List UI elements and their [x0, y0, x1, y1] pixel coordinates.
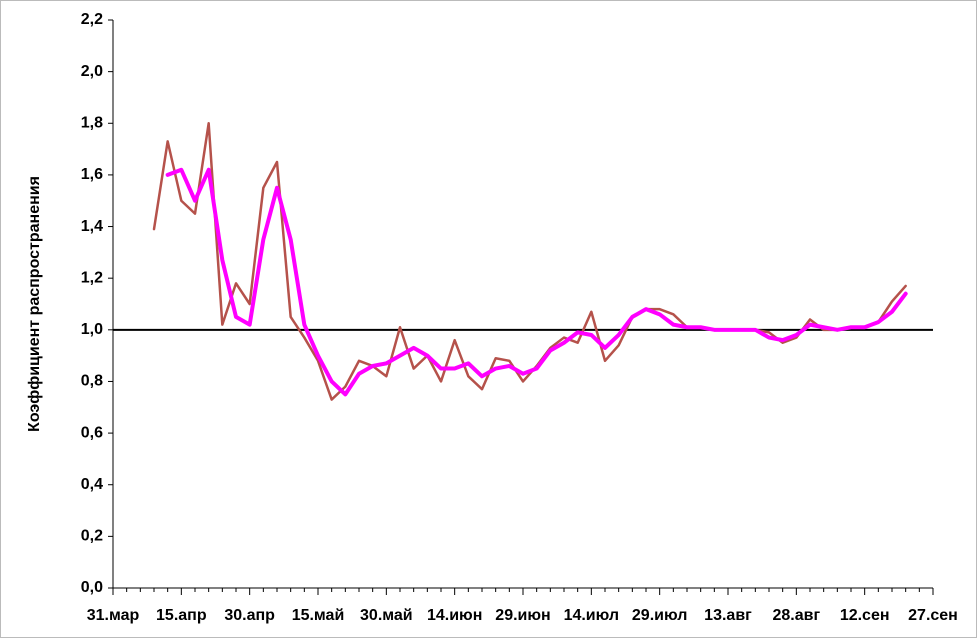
y-tick-label: 0,8: [81, 373, 103, 390]
x-tick-label: 30.апр: [224, 607, 275, 624]
x-tick-label: 27.сен: [908, 607, 958, 624]
x-tick-label: 31.мар: [87, 607, 140, 624]
y-tick-label: 1,6: [81, 166, 103, 183]
y-axis-label: Коэффициент распространения: [26, 176, 43, 432]
x-tick-label: 29.июн: [495, 607, 550, 624]
x-tick-label: 15.май: [292, 607, 345, 624]
y-tick-label: 0,6: [81, 424, 103, 441]
series-line: [165, 167, 908, 397]
y-tick-label: 1,4: [81, 218, 103, 235]
x-tick-label: 28.авг: [773, 607, 821, 624]
y-tick-label: 0,2: [81, 528, 103, 545]
y-tick-label: 1,0: [81, 321, 103, 338]
y-tick-label: 0,0: [81, 579, 103, 596]
y-tick-label: 0,4: [81, 476, 103, 493]
x-tick-label: 29.июл: [632, 607, 688, 624]
y-tick-label: 2,2: [81, 11, 103, 28]
x-tick-label: 13.авг: [704, 607, 752, 624]
x-tick-label: 30.май: [360, 607, 413, 624]
x-tick-label: 15.апр: [156, 607, 207, 624]
y-tick-label: 1,2: [81, 269, 103, 286]
y-tick-label: 2,0: [81, 63, 103, 80]
x-tick-label: 12.сен: [840, 607, 890, 624]
y-tick-label: 1,8: [81, 114, 103, 131]
x-tick-label: 14.июн: [427, 607, 482, 624]
x-tick-label: 14.июл: [564, 607, 620, 624]
